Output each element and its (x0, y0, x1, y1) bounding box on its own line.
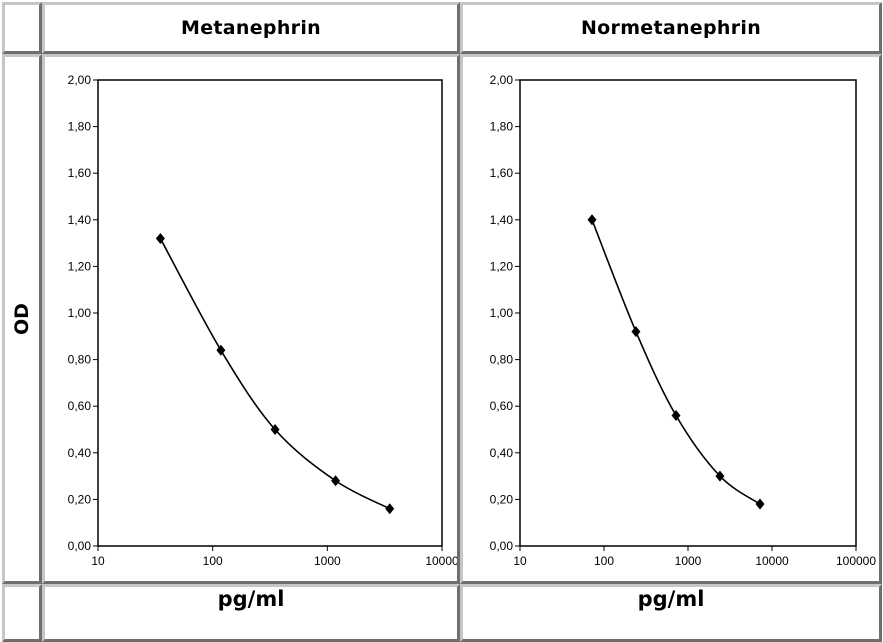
data-point (671, 410, 681, 422)
data-point (587, 214, 597, 226)
y-tick-label: 1,80 (68, 120, 92, 134)
series-line (591, 219, 761, 505)
x-tick-label: 100 (594, 554, 614, 568)
data-point (755, 498, 765, 510)
x-tick-label: 10 (513, 554, 527, 568)
data-point (715, 470, 725, 482)
y-tick-label: 1,20 (490, 259, 514, 273)
y-axis-label-cell: OD (2, 54, 42, 584)
chart-metanephrin: 0,00 0,20 0,40 0,60 0,80 1,00 1,20 1,40 1,60 1,80… (68, 73, 457, 568)
corner-bottom-cell (2, 584, 42, 642)
plot-area (97, 79, 443, 547)
y-tick-label: 1,60 (490, 166, 514, 180)
y-tick-label: 1,40 (68, 213, 92, 227)
x-axis-label-metanephrin: pg/ml (42, 584, 460, 642)
y-tick-label: 1,00 (68, 306, 92, 320)
header-metanephrin: Metanephrin (42, 2, 460, 54)
data-point (155, 232, 165, 244)
y-tick-label: 2,00 (68, 73, 92, 87)
y-tick-label: 0,60 (68, 399, 92, 413)
x-tick-label: 10000 (425, 554, 457, 568)
y-tick-label: 1,20 (68, 259, 92, 273)
y-tick-label: 0,80 (490, 353, 514, 367)
y-tick-label: 0,00 (68, 539, 92, 553)
chart-cell-metanephrin: 0,00 0,20 0,40 0,60 0,80 1,00 1,20 1,40 1,60 1,80… (42, 54, 460, 584)
header-normetanephrin: Normetanephrin (460, 2, 882, 54)
x-axis-label-normetanephrin: pg/ml (460, 584, 882, 642)
x-tick-label: 100000 (836, 554, 876, 568)
x-tick-label: 10000 (755, 554, 789, 568)
y-tick-label: 1,00 (490, 306, 514, 320)
y-tick-label: 0,20 (490, 492, 514, 506)
y-tick-label: 1,80 (490, 120, 514, 134)
corner-cell (2, 2, 42, 54)
y-tick-label: 2,00 (490, 73, 514, 87)
y-tick-label: 1,60 (68, 166, 92, 180)
chart-cell-normetanephrin: 0,00 0,20 0,40 0,60 0,80 1,00 1,20 1,40 1,60 1,80… (460, 54, 882, 584)
data-point (216, 344, 226, 356)
y-tick-label: 0,40 (490, 446, 514, 460)
y-tick-label: 0,00 (490, 539, 514, 553)
x-tick-label: 10 (91, 554, 105, 568)
chart-normetanephrin: 0,00 0,20 0,40 0,60 0,80 1,00 1,20 1,40 1,60 1,80… (490, 73, 877, 568)
data-point (385, 503, 395, 515)
y-tick-label: 1,40 (490, 213, 514, 227)
y-axis-label: OD (11, 303, 33, 335)
x-tick-label: 100 (203, 554, 223, 568)
x-tick-label: 1000 (675, 554, 702, 568)
y-tick-label: 0,80 (68, 353, 92, 367)
series-line (159, 238, 391, 510)
plot-area (519, 79, 857, 547)
y-tick-label: 0,60 (490, 399, 514, 413)
data-point (331, 475, 341, 487)
y-tick-label: 0,40 (68, 446, 92, 460)
y-tick-label: 0,20 (68, 492, 92, 506)
data-point (270, 424, 280, 435)
data-point (631, 326, 641, 338)
x-tick-label: 1000 (314, 554, 341, 568)
